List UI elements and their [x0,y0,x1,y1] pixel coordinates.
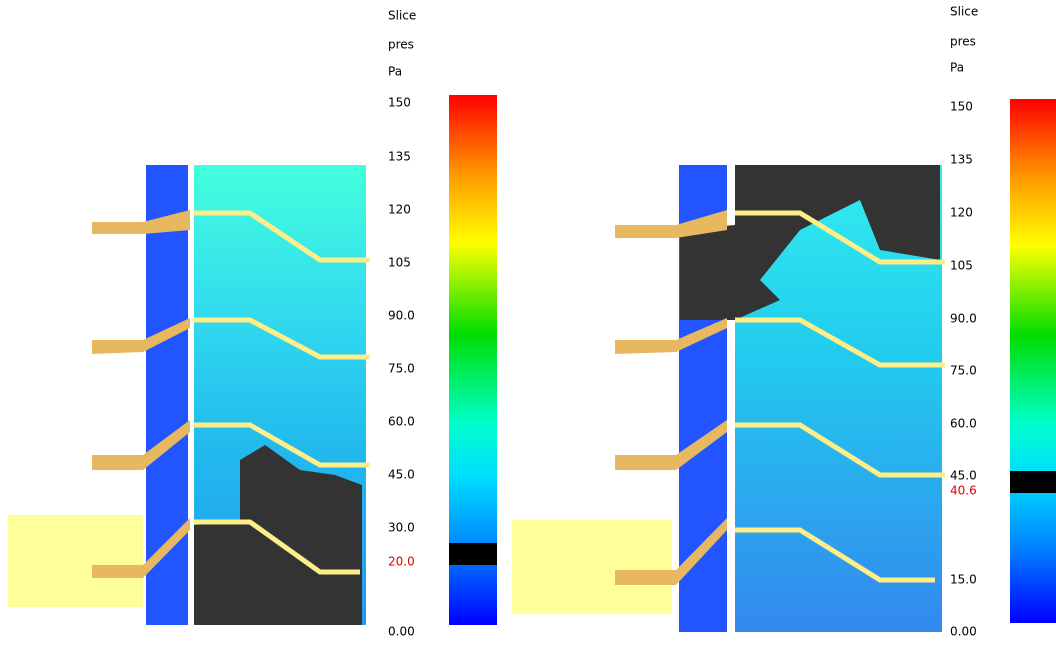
colorbar-highlight [449,543,497,565]
colorbar-tick: 90.0 [388,309,415,323]
scene-left [8,165,370,625]
highlight-value: 40.6 [950,484,977,498]
colorbar-tick: 45.0 [950,469,977,483]
colorbar-tick: 135 [388,150,411,164]
colorbar-tick: 120 [950,206,973,220]
colorbar-tick: 90.0 [950,312,977,326]
colorbar-tick: 75.0 [388,362,415,376]
colorbar-title: Slice [388,9,416,23]
colorbar-title: pres [950,35,976,49]
colorbar-tick: 60.0 [388,415,415,429]
colorbar [449,95,497,625]
colorbar [1010,99,1056,623]
colorbar-tick: 135 [950,153,973,167]
colorbar-tick: 150 [388,96,411,110]
colorbar-tick: 60.0 [950,417,977,431]
colorbar-tick: 30.0 [388,521,415,535]
colorbar-tick: 0.00 [388,625,415,639]
colorbar-tick: 75.0 [950,364,977,378]
colorbar-tick: 0.00 [950,625,977,639]
scene-right [512,165,945,632]
colorbar-title: Pa [950,61,964,75]
colorbar-tick: 150 [950,100,973,114]
colorbar-tick: 120 [388,203,411,217]
colorbar-tick: 105 [388,256,411,270]
highlight-value: 20.0 [388,555,415,569]
colorbar-title: pres [388,38,414,52]
colorbar-tick: 45.0 [388,468,415,482]
colorbar-highlight [1010,471,1056,493]
colorbar-title: Pa [388,65,402,79]
colorbar-tick: 105 [950,259,973,273]
colorbar-tick: 15.0 [950,573,977,587]
colorbar-title: Slice [950,5,978,19]
